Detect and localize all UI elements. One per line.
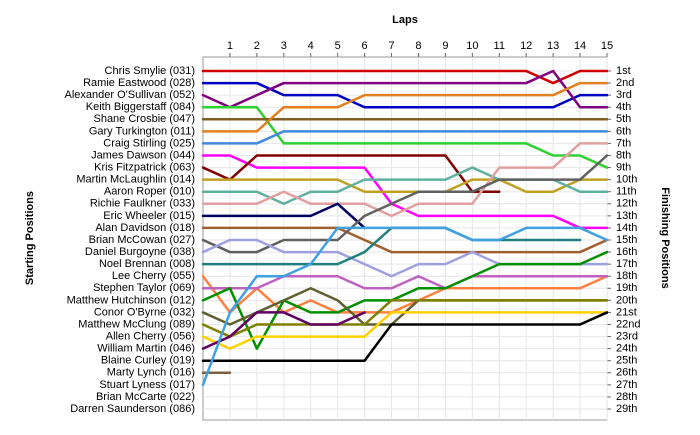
driver-label: Martin McLaughlin (014): [76, 174, 195, 186]
driver-label: Marty Lynch (016): [107, 367, 195, 379]
y2-tick-label: 19th: [616, 282, 637, 294]
x-tick-label: 9: [442, 40, 448, 52]
x-tick-label: 6: [362, 40, 368, 52]
y2-tick-label: 15th: [616, 234, 637, 246]
x-tick-label: 2: [254, 40, 260, 52]
driver-label: Alexander O'Sullivan (052): [64, 89, 195, 101]
y2-tick-label: 23rd: [616, 330, 638, 342]
y2-tick-label: 11th: [616, 186, 637, 198]
driver-label: Brian McCarte (022): [96, 391, 195, 403]
driver-label: Aaron Roper (010): [104, 186, 195, 198]
driver-label: Stuart Lyness (017): [99, 379, 195, 391]
driver-label: William Martin (046): [97, 343, 195, 355]
driver-label: Brian McCowan (027): [89, 234, 195, 246]
position-line: [201, 178, 609, 193]
x-tick-label: 14: [574, 40, 586, 52]
driver-label: Matthew McClung (089): [78, 318, 195, 330]
driver-label: Kris Fitzpatrick (063): [94, 161, 195, 173]
y2-tick-label: 12th: [616, 198, 637, 210]
driver-label: Darren Saunderson (086): [70, 403, 195, 415]
y2-tick-label: 1st: [616, 65, 631, 77]
x-tick-label: 8: [415, 40, 421, 52]
position-line: [201, 274, 609, 314]
x-tick-label: 13: [547, 40, 559, 52]
driver-label: Matthew Hutchinson (012): [67, 294, 195, 306]
position-line: [201, 81, 609, 133]
position-line: [201, 105, 609, 169]
driver-label: Craig Stirling (025): [103, 137, 195, 149]
x-tick-label: 4: [308, 40, 314, 52]
y2-tick-label: 9th: [616, 161, 631, 173]
driver-label: Conor O'Byrne (032): [94, 306, 195, 318]
y2-tick-label: 3rd: [616, 89, 632, 101]
x-tick-label: 10: [466, 40, 478, 52]
x-tick-label: 1: [227, 40, 233, 52]
y2-tick-label: 20th: [616, 294, 637, 306]
y2-tick-label: 13th: [616, 210, 637, 222]
x-tick-label: 7: [388, 40, 394, 52]
y2-tick-label: 4th: [616, 101, 631, 113]
y2-tick-label: 22nd: [616, 318, 640, 330]
driver-label: Richie Faulkner (033): [90, 198, 195, 210]
position-line: [201, 274, 609, 290]
y2-tick-label: 28th: [616, 391, 637, 403]
position-line: [201, 226, 609, 254]
driver-label: Alan Davidson (018): [95, 222, 195, 234]
position-line: [201, 202, 366, 230]
position-line: [201, 311, 609, 350]
y2-tick-label: 29th: [616, 403, 637, 415]
x-axis-title: Laps: [392, 14, 418, 26]
x-tick-label: 11: [494, 40, 505, 52]
y2-tick-label: 7th: [616, 137, 631, 149]
driver-label: Noel Brennan (008): [99, 258, 195, 270]
y2-tick-label: 8th: [616, 149, 631, 161]
driver-label: Chris Smylie (031): [105, 65, 195, 77]
position-line: [201, 299, 609, 338]
driver-label: Gary Turkington (011): [89, 125, 195, 137]
position-line: [201, 69, 609, 109]
position-line: [201, 226, 609, 387]
driver-label: Blaine Curley (019): [101, 355, 195, 367]
driver-label: Keith Biggerstaff (084): [86, 101, 195, 113]
y2-tick-label: 5th: [616, 113, 631, 125]
y2-tick-label: 14th: [616, 222, 637, 234]
y-axis-title: Starting Positions: [24, 191, 36, 285]
y2-tick-label: 25th: [616, 355, 637, 367]
x-tick-label: 5: [335, 40, 341, 52]
y2-tick-label: 16th: [616, 246, 637, 258]
y2-tick-label: 24th: [616, 343, 637, 355]
driver-label: Eric Wheeler (015): [103, 210, 195, 222]
driver-label: Shane Crosbie (047): [93, 113, 195, 125]
position-line: [201, 154, 501, 193]
x-tick-label: 3: [281, 40, 287, 52]
x-tick-label: 12: [520, 40, 532, 52]
y2-tick-label: 21st: [616, 306, 637, 318]
position-line: [201, 311, 609, 362]
position-line: [201, 142, 609, 218]
y2-tick-label: 2nd: [616, 77, 634, 89]
position-line: [201, 311, 366, 350]
y2-tick-label: 18th: [616, 270, 637, 282]
y2-tick-label: 6th: [616, 125, 631, 137]
driver-label: Allen Cherry (056): [106, 330, 195, 342]
y2-tick-label: 17th: [616, 258, 637, 270]
driver-label: Stephen Taylor (069): [93, 282, 195, 294]
x-tick-label: 15: [601, 40, 613, 52]
y2-tick-label: 10th: [616, 174, 637, 186]
y2-axis-title: Finishing Positions: [659, 187, 671, 288]
y2-tick-label: 27th: [616, 379, 637, 391]
driver-label: Ramie Eastwood (028): [83, 77, 195, 89]
position-line: [201, 130, 609, 145]
driver-label: Daniel Burgoyne (038): [85, 246, 195, 258]
y2-tick-label: 26th: [616, 367, 637, 379]
driver-label: James Dawson (044): [91, 149, 195, 161]
driver-label: Lee Cherry (055): [112, 270, 195, 282]
